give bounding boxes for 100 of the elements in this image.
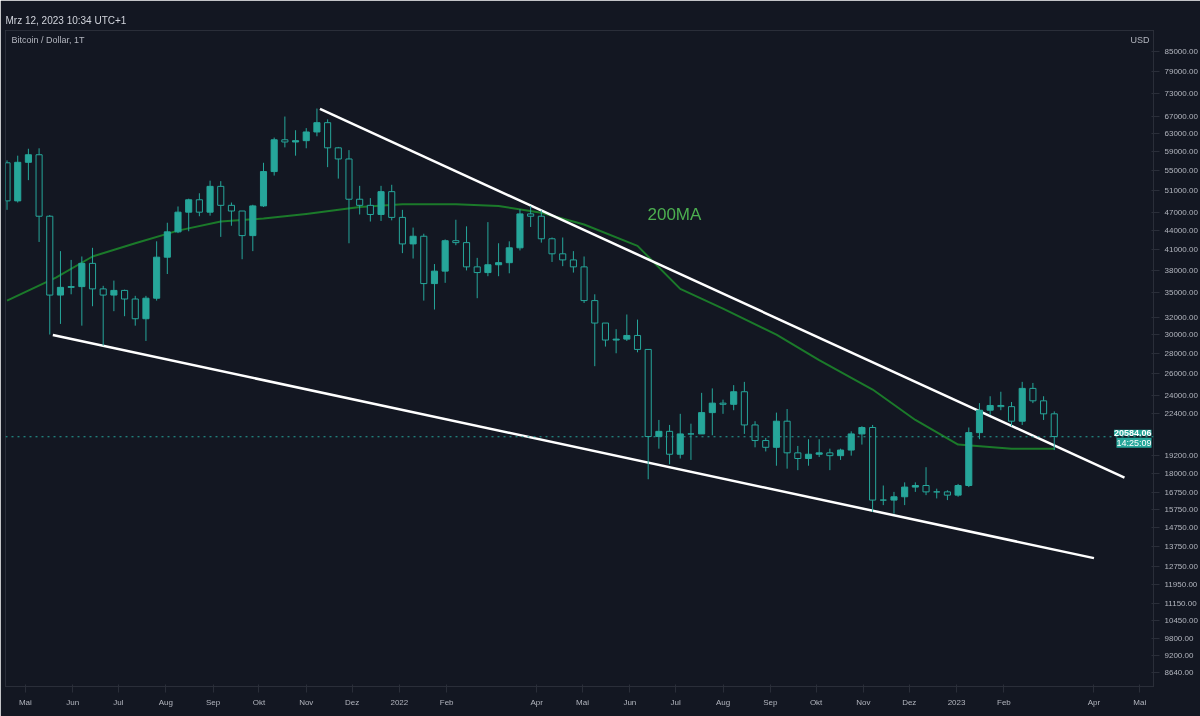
y-tick-label: 19200.00 [1164,451,1199,461]
y-tick-label: 12750.00 [1164,562,1199,572]
y-tick-label: 11950.00 [1164,579,1198,589]
candlestick [452,219,460,246]
candlestick [986,395,994,416]
candlestick [366,197,374,223]
y-tick-label: 9800.00 [1164,633,1194,643]
candlestick [142,295,150,342]
y-tick-label: 28000.00 [1164,348,1199,358]
y-tick-label: 32000.00 [1164,312,1199,322]
y-tick-label: 44000.00 [1164,226,1199,236]
y-tick-label: 15750.00 [1164,504,1199,514]
x-tick-label: Feb [997,697,1012,707]
candlestick [430,263,439,311]
y-tick-label: 59000.00 [1164,146,1199,156]
y-tick-label: 26000.00 [1164,368,1199,378]
candlestick [409,227,417,260]
candlestick [174,205,182,234]
candlestick [1029,382,1037,404]
candlestick [1040,395,1048,421]
candlestick [227,202,235,227]
candlestick [730,384,738,411]
candlestick [302,127,310,149]
y-tick-label: 8640.00 [1164,667,1194,677]
candlestick [495,242,503,277]
candlestick [804,438,813,467]
y-tick-label: 38000.00 [1164,265,1199,275]
candlestick [890,491,898,515]
candlestick [537,209,545,244]
candlestick [548,237,556,263]
y-tick-label: 51000.00 [1164,186,1199,196]
candlestick [527,205,535,228]
series-label: 200MA [647,204,703,224]
y-tick-label: 16750.00 [1164,488,1199,498]
y-tick-label: 85000.00 [1164,47,1199,57]
x-tick-label: Sep [206,697,221,707]
candlestick [121,289,129,317]
candlestick [334,146,342,180]
candlestick [78,256,86,327]
candlestick [24,148,32,181]
y-tick-label: 67000.00 [1164,112,1199,122]
y-tick-label: 41000.00 [1164,245,1199,255]
candlestick [505,240,513,274]
x-tick-label: Aug [715,697,731,707]
x-tick-label: Dez [344,697,360,707]
y-tick-label: 47000.00 [1164,208,1199,218]
y-tick-label: 22400.00 [1164,409,1199,419]
x-tick-label: Aug [158,697,173,707]
x-tick-label: Feb [439,697,455,707]
candlestick [56,250,65,325]
annotation: 14:25:09 [1116,437,1152,448]
candlestick [281,116,289,148]
y-tick-label: 9200.00 [1164,650,1194,660]
y-tick-label: 14750.00 [1164,522,1199,532]
candlestick [473,257,481,299]
candlestick [377,185,385,222]
candlestick [601,322,610,348]
candlestick [879,485,887,506]
y-tick-label: 55000.00 [1164,165,1199,175]
candlestick [794,445,802,471]
y-tick-label: 18000.00 [1164,468,1199,478]
y-axis-title: USD [1130,34,1150,45]
ref-line-label: 20584.06 [1113,427,1152,438]
candlestick [708,387,716,436]
x-tick-label: Nov [856,697,871,707]
x-tick-label: Mai [18,697,33,707]
x-tick-label: 2023 [947,697,967,707]
y-tick-label: 10450.00 [1164,616,1199,626]
x-tick-label: Jun [623,697,637,707]
candlestick [922,466,930,496]
x-tick-label: Sep [763,697,778,707]
candlestick [131,295,139,327]
y-tick-label: 73000.00 [1164,88,1199,98]
candlestick [195,192,203,217]
candlestick [313,108,321,137]
x-tick-label: Apr [530,697,544,707]
chart-subtitle: Mrz 12, 2023 10:34 UTC+1 [5,14,127,26]
candlestick [559,237,567,267]
candlestick [356,185,364,215]
x-tick-label: Jul [670,697,682,707]
candlestick [67,259,75,295]
candlestick [110,280,118,312]
candlestick [1007,401,1016,427]
y-tick-label: 30000.00 [1164,330,1199,340]
candlestick [185,198,193,232]
x-tick-label: Dez [902,697,917,707]
candlestick [612,328,620,354]
candlestick [217,180,225,238]
x-tick-label: Okt [809,697,824,707]
candlestick [826,448,834,471]
candlestick [569,250,577,274]
candlestick [901,481,909,506]
y-tick-label: 35000.00 [1164,288,1199,298]
x-tick-label: Okt [252,697,266,707]
candlestick [484,221,492,277]
x-tick-label: Apr [1087,697,1101,707]
y-tick-label: 63000.00 [1164,128,1199,138]
candlestick [292,129,300,157]
x-tick-label: Jul [113,697,124,707]
y-tick-label: 13750.00 [1164,541,1199,551]
